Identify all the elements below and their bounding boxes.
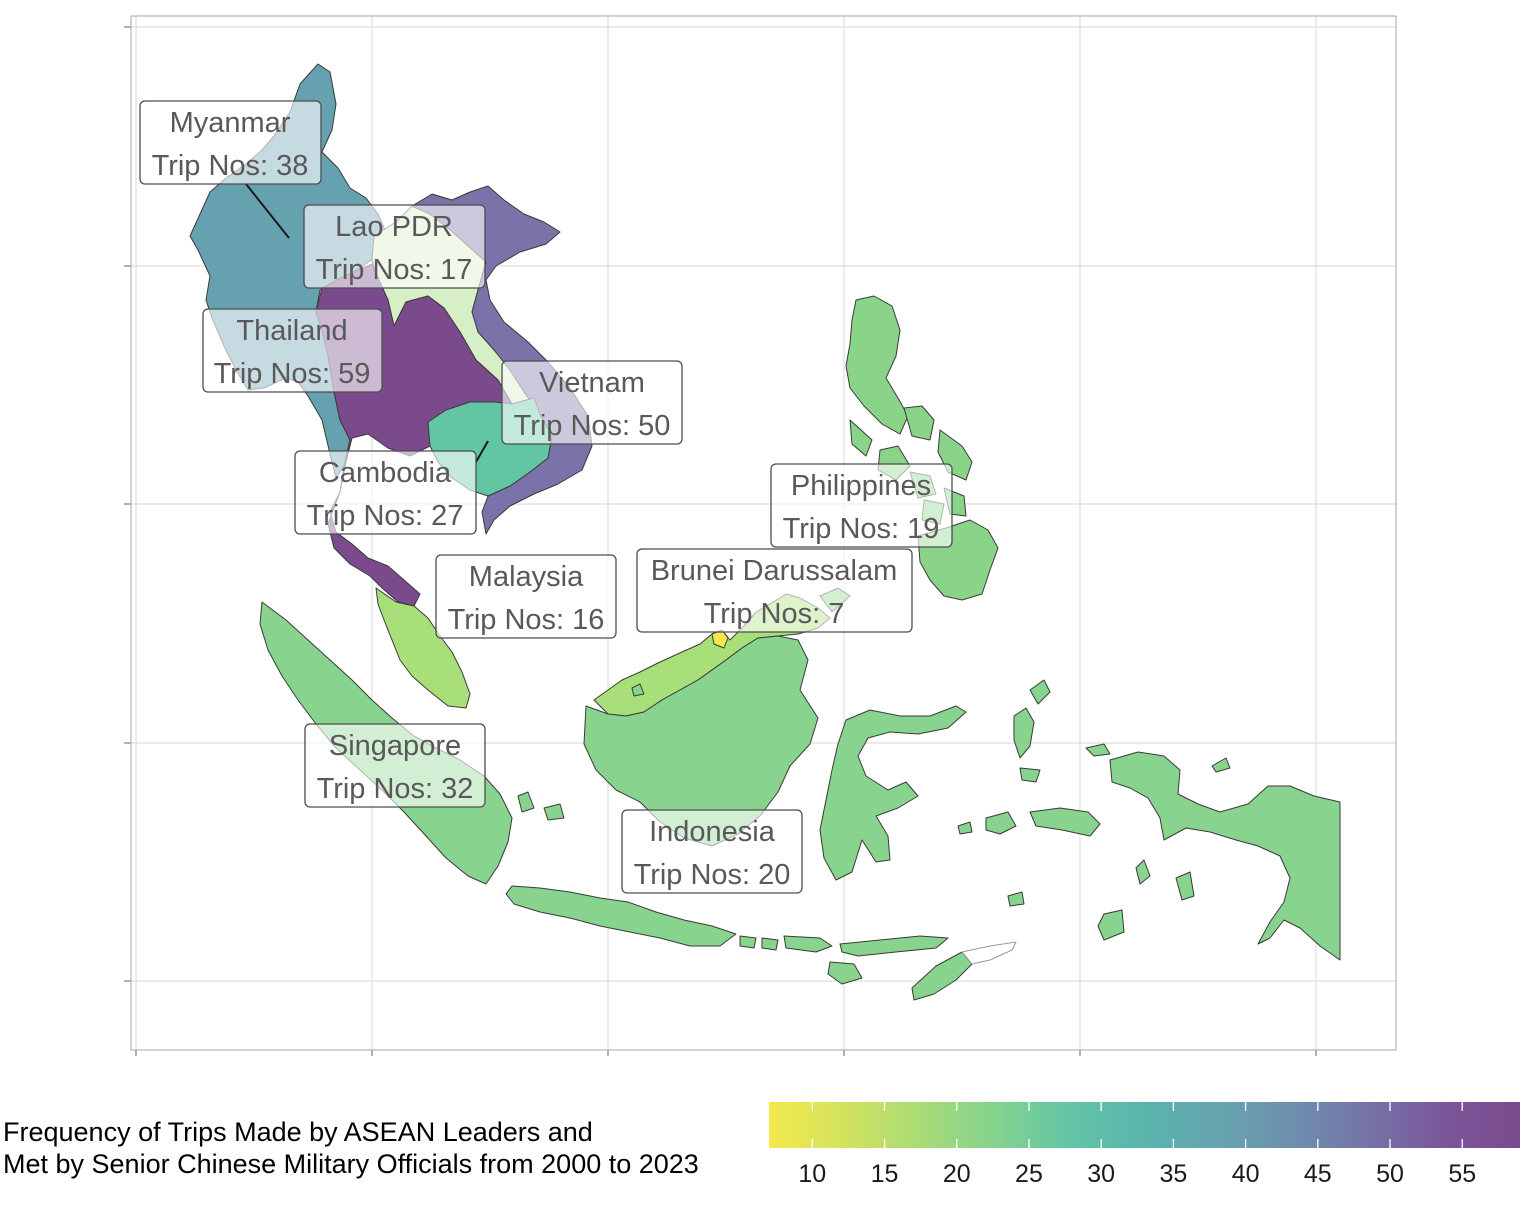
label-thailand-name: Thailand	[236, 315, 347, 347]
gridlines	[131, 16, 1396, 1050]
label-indonesia: Indonesia Trip Nos: 20	[621, 809, 803, 894]
label-thailand: Thailand Trip Nos: 59	[202, 308, 383, 393]
label-malaysia: Malaysia Trip Nos: 16	[435, 554, 617, 639]
colorbar-tick-label: 30	[1087, 1160, 1115, 1188]
colorbar-tick-label: 20	[943, 1160, 971, 1188]
colorbar-tick-label: 50	[1376, 1160, 1404, 1188]
colorbar	[769, 1102, 1520, 1148]
label-singapore-name: Singapore	[329, 730, 461, 762]
axis-ticks	[124, 26, 1317, 1056]
colorbar-tick-label: 35	[1159, 1160, 1187, 1188]
colorbar-ticks: 10 15 20 25 30 35 40 45 50 55	[798, 1102, 1476, 1188]
label-vietnam-name: Vietnam	[539, 367, 645, 399]
label-myanmar-value: Trip Nos: 38	[152, 150, 309, 182]
colorbar-tick-label: 45	[1304, 1160, 1332, 1188]
label-cambodia-name: Cambodia	[319, 457, 452, 489]
label-philippines-name: Philippines	[791, 470, 931, 502]
label-myanmar-name: Myanmar	[170, 107, 291, 139]
leader-lines	[245, 183, 489, 463]
legend-title-line2: Met by Senior Chinese Military Officials…	[3, 1149, 699, 1179]
label-malaysia-name: Malaysia	[469, 561, 584, 593]
label-myanmar: Myanmar Trip Nos: 38	[139, 100, 322, 185]
legend-title: Frequency of Trips Made by ASEAN Leaders…	[3, 1116, 699, 1180]
label-singapore: Singapore Trip Nos: 32	[304, 723, 486, 808]
label-lao-pdr-name: Lao PDR	[335, 211, 453, 243]
label-lao-pdr: Lao PDR Trip Nos: 17	[303, 204, 486, 289]
label-indonesia-value: Trip Nos: 20	[634, 859, 791, 891]
colorbar-tick-label: 10	[798, 1160, 826, 1188]
label-malaysia-value: Trip Nos: 16	[448, 604, 605, 636]
colorbar-tick-label: 40	[1232, 1160, 1260, 1188]
label-lao-pdr-value: Trip Nos: 17	[316, 254, 473, 286]
label-thailand-value: Trip Nos: 59	[214, 358, 371, 390]
legend-title-line1: Frequency of Trips Made by ASEAN Leaders…	[3, 1117, 593, 1147]
country-labels: Myanmar Trip Nos: 38 Lao PDR Trip Nos: 1…	[139, 100, 953, 894]
label-philippines: Philippines Trip Nos: 19	[770, 463, 953, 548]
label-indonesia-name: Indonesia	[649, 816, 776, 848]
label-brunei-value: Trip Nos: 7	[704, 598, 845, 630]
colorbar-tick-label: 25	[1015, 1160, 1043, 1188]
label-brunei: Brunei Darussalam Trip Nos: 7	[636, 548, 913, 633]
label-brunei-name: Brunei Darussalam	[651, 555, 898, 587]
label-cambodia-value: Trip Nos: 27	[307, 500, 464, 532]
country-malaysia-peninsula[interactable]	[375, 587, 471, 709]
panel-border	[130, 15, 1397, 1051]
colorbar-tick-label: 55	[1448, 1160, 1476, 1188]
label-singapore-value: Trip Nos: 32	[317, 773, 474, 805]
country-vietnam[interactable]	[411, 185, 593, 535]
label-vietnam-value: Trip Nos: 50	[514, 410, 671, 442]
legend-colorbar: 10 15 20 25 30 35 40 45 50 55	[769, 1102, 1520, 1188]
colorbar-tick-label: 15	[871, 1160, 899, 1188]
label-vietnam: Vietnam Trip Nos: 50	[501, 360, 683, 445]
label-cambodia: Cambodia Trip Nos: 27	[294, 450, 477, 535]
country-timor-leste	[961, 941, 1017, 965]
label-philippines-value: Trip Nos: 19	[783, 513, 940, 545]
